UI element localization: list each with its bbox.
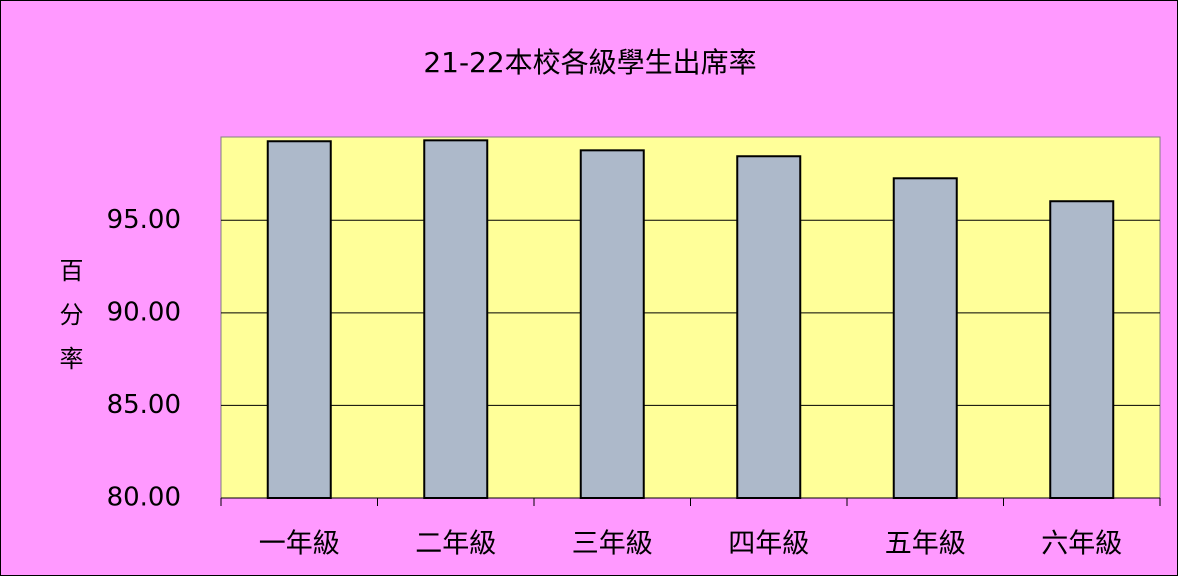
bar xyxy=(579,149,645,499)
bar xyxy=(423,139,489,499)
bar xyxy=(736,155,802,499)
bar xyxy=(892,177,958,499)
y-tick-label: 90.00 xyxy=(107,297,181,327)
plot-area xyxy=(220,136,1161,499)
y-tick-label: 85.00 xyxy=(107,390,181,420)
x-tick-label: 三年級 xyxy=(572,529,653,560)
y-tick-label: 80.00 xyxy=(107,483,181,513)
x-tick-label: 四年級 xyxy=(728,529,809,560)
x-tick-label: 五年級 xyxy=(885,529,966,560)
chart-title: 21-22本校各級學生出席率 xyxy=(423,46,756,79)
bar xyxy=(1049,200,1115,499)
bar xyxy=(266,140,332,500)
y-tick-label: 95.00 xyxy=(107,205,181,235)
y-axis-label: 百分率 xyxy=(55,258,83,390)
x-tick-label: 六年級 xyxy=(1041,529,1122,560)
x-tick-label: 一年級 xyxy=(259,529,340,560)
x-tick-label: 二年級 xyxy=(415,529,496,560)
